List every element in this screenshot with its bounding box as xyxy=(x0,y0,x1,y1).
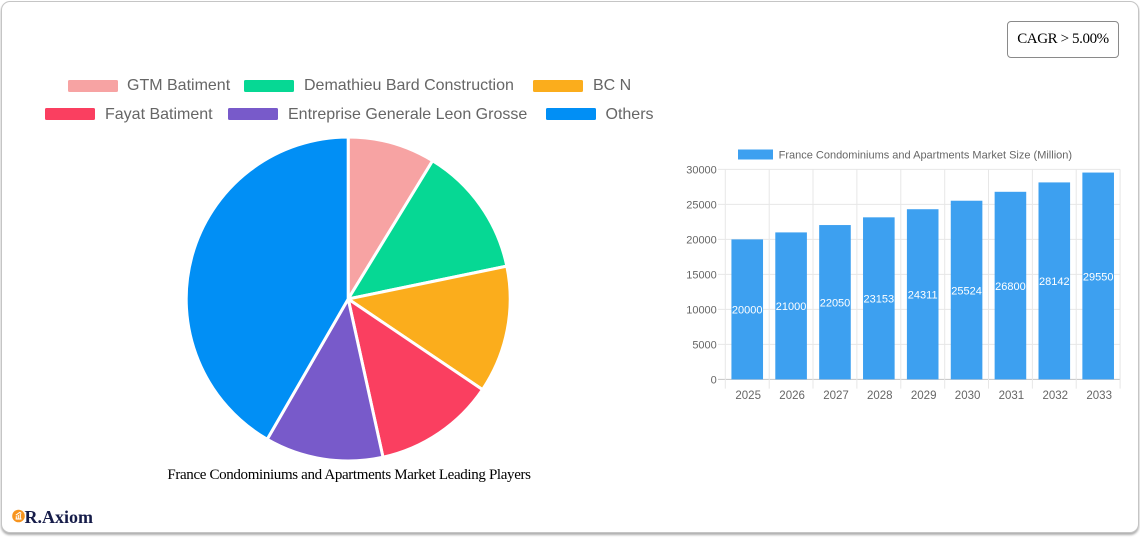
svg-text:26800: 26800 xyxy=(995,281,1026,293)
svg-text:France Condominiums and Apartm: France Condominiums and Apartments Marke… xyxy=(779,150,1072,162)
svg-text:29550: 29550 xyxy=(1083,271,1114,283)
svg-text:25524: 25524 xyxy=(951,285,982,297)
svg-text:10000: 10000 xyxy=(686,304,717,316)
svg-text:25000: 25000 xyxy=(686,199,717,211)
svg-text:2031: 2031 xyxy=(999,390,1025,402)
svg-text:2027: 2027 xyxy=(823,390,849,402)
svg-text:24311: 24311 xyxy=(908,290,938,302)
svg-text:22050: 22050 xyxy=(820,298,851,310)
svg-text:5000: 5000 xyxy=(692,339,716,351)
svg-text:0: 0 xyxy=(711,374,717,386)
svg-text:2033: 2033 xyxy=(1086,390,1112,402)
svg-text:23153: 23153 xyxy=(864,294,895,306)
svg-text:30000: 30000 xyxy=(686,164,717,176)
svg-text:2028: 2028 xyxy=(867,390,893,402)
svg-text:20000: 20000 xyxy=(686,234,717,246)
svg-text:20000: 20000 xyxy=(732,305,763,317)
svg-text:2025: 2025 xyxy=(735,390,761,402)
svg-text:2029: 2029 xyxy=(911,390,937,402)
svg-text:2030: 2030 xyxy=(955,390,981,402)
svg-text:28142: 28142 xyxy=(1039,276,1070,288)
svg-text:2032: 2032 xyxy=(1043,390,1069,402)
svg-text:2026: 2026 xyxy=(779,390,805,402)
svg-text:21000: 21000 xyxy=(776,301,807,313)
svg-text:15000: 15000 xyxy=(686,269,717,281)
